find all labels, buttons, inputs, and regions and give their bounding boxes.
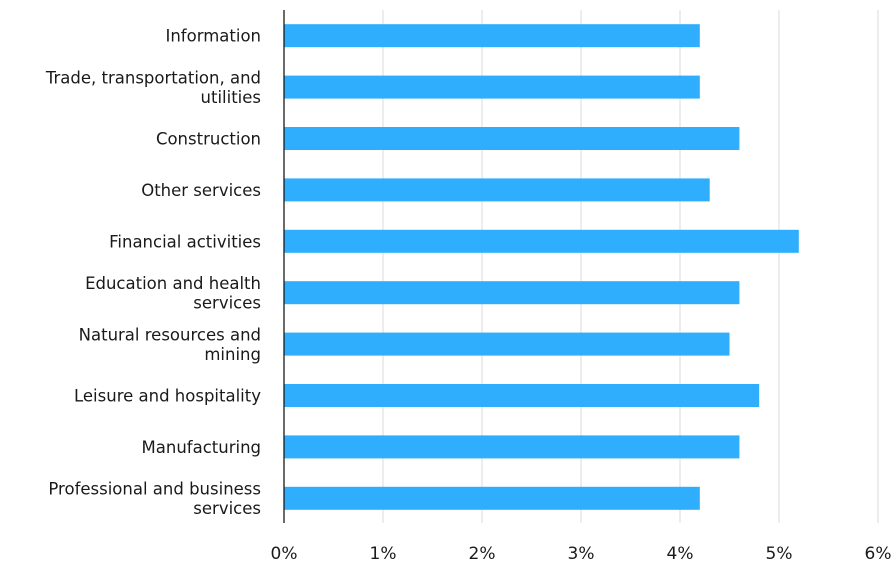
- x-tick-label-0: 0%: [271, 544, 298, 564]
- bar-3: [284, 178, 710, 202]
- category-label-1: Trade, transportation, and utilities: [45, 68, 261, 107]
- x-tick-label-2: 2%: [469, 544, 496, 564]
- x-tick-label-3: 3%: [568, 544, 595, 564]
- x-tick-label-4: 4%: [667, 544, 694, 564]
- bar-9: [284, 486, 700, 510]
- category-label-0: Information: [165, 27, 261, 46]
- category-label-8: Manufacturing: [142, 438, 261, 457]
- category-label-line: Information: [165, 27, 261, 46]
- category-label-line: Trade, transportation, and: [45, 68, 261, 87]
- category-label-7: Leisure and hospitality: [74, 387, 261, 406]
- category-label-4: Financial activities: [109, 232, 261, 251]
- bar-6: [284, 332, 730, 356]
- category-label-line: Construction: [156, 130, 261, 149]
- category-label-line: Professional and business: [48, 480, 261, 499]
- category-label-line: Manufacturing: [142, 438, 261, 457]
- bar-1: [284, 75, 700, 99]
- category-label-6: Natural resources and mining: [79, 325, 261, 364]
- category-label-line: Leisure and hospitality: [74, 387, 261, 406]
- category-label-3: Other services: [141, 181, 261, 200]
- bar-0: [284, 24, 700, 48]
- bar-5: [284, 281, 740, 305]
- x-tick-label-6: 6%: [865, 544, 892, 564]
- x-tick-label-1: 1%: [370, 544, 397, 564]
- bar-2: [284, 127, 740, 150]
- category-label-2: Construction: [156, 130, 261, 149]
- category-label-line: utilities: [201, 88, 261, 107]
- x-axis-tick-labels: 0% 1% 2% 3% 4% 5% 6%: [271, 544, 892, 564]
- category-label-line: services: [193, 499, 261, 518]
- category-label-5: Education and health services: [85, 274, 261, 313]
- category-label-line: mining: [204, 345, 261, 364]
- category-label-line: Financial activities: [109, 232, 261, 251]
- bar-4: [284, 229, 799, 253]
- category-label-line: Other services: [141, 181, 261, 200]
- bar-8: [284, 435, 740, 459]
- category-label-line: Education and health: [85, 274, 261, 293]
- category-label-line: Natural resources and: [79, 325, 261, 344]
- category-label-9: Professional and business services: [48, 480, 261, 519]
- bar-7: [284, 384, 760, 407]
- bars: [284, 24, 799, 510]
- category-labels: Information Trade, transportation, and uti…: [45, 27, 261, 518]
- x-tick-label-5: 5%: [766, 544, 793, 564]
- category-label-line: services: [193, 293, 261, 312]
